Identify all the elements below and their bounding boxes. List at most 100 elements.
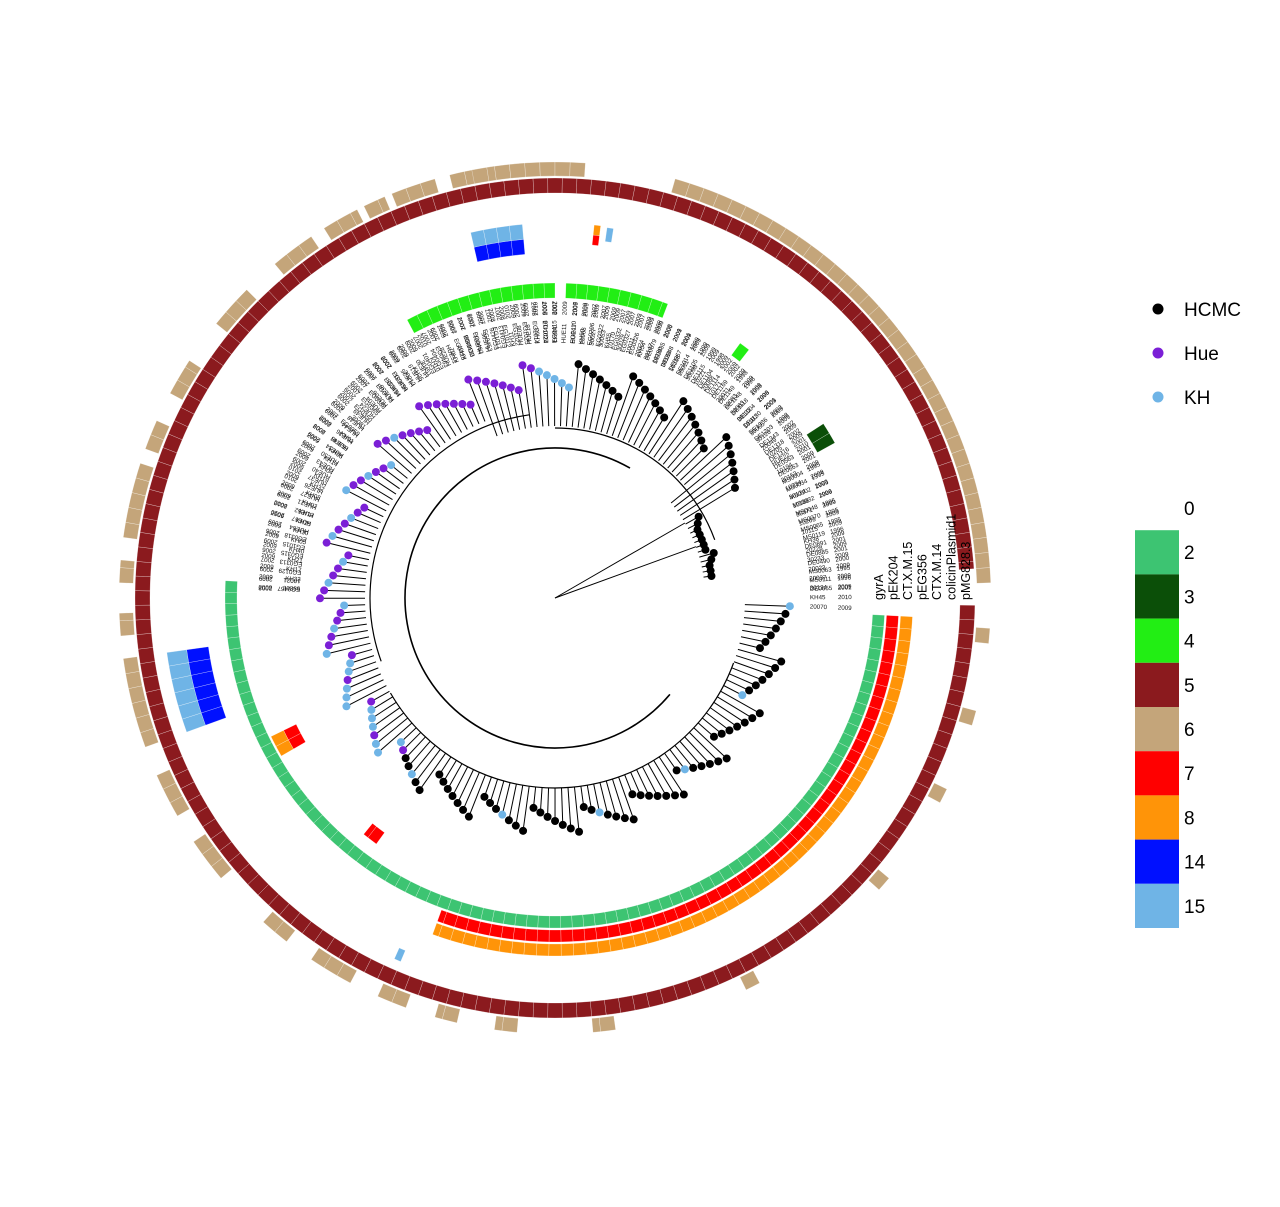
legend-swatch-15 <box>1135 883 1179 928</box>
track-ring-colicin <box>561 1002 578 1019</box>
tree-branch <box>344 523 377 536</box>
tree-branch <box>713 701 746 723</box>
tip-label: HUE17 <box>570 323 578 344</box>
tip-year: 2009 <box>603 305 612 320</box>
track-segment-gyra <box>543 282 556 299</box>
track-ring-colicin <box>958 561 975 570</box>
tip-point-hcmc <box>595 375 604 384</box>
tree-branch <box>522 365 532 428</box>
tip-point-hcmc <box>689 763 698 772</box>
legend-hue-label: Hue <box>1184 344 1219 365</box>
tree-branch <box>377 443 412 474</box>
track-labels: gyrA pEK204 CT.X.M.15 pEG356 CTX.M.14 colicin… <box>872 514 973 600</box>
tip-point-kh <box>342 684 351 693</box>
tip-year: 2009 <box>540 301 548 316</box>
track-ring-pek204 <box>871 614 885 627</box>
tip-year: 2009 <box>551 301 558 315</box>
tree-branch <box>743 617 781 622</box>
track-segment-pmg828 <box>554 161 571 177</box>
tip-point-hcmc <box>709 732 718 741</box>
tip-point-hcmc <box>660 413 669 422</box>
tip-label: 10170 <box>607 331 618 350</box>
track-ring-colicin <box>590 999 607 1017</box>
track-segment-pmg828 <box>350 209 364 226</box>
tree-branch <box>733 661 770 675</box>
tree-branch <box>436 403 457 437</box>
track-ring-colicin <box>134 604 151 621</box>
tree-branch <box>328 636 370 646</box>
track-segment-pmg828 <box>119 567 135 584</box>
tree-branch <box>328 582 366 586</box>
tree-branch <box>667 432 699 469</box>
track-ring-peg356 <box>548 943 562 957</box>
track-ring-peg356 <box>536 943 550 957</box>
tip-point-kh <box>342 702 351 711</box>
track-segment-pmg828 <box>927 782 948 803</box>
track-ring-pek204 <box>571 914 584 928</box>
legend-swatch-14 <box>1135 839 1179 884</box>
tree-branch <box>371 696 394 711</box>
tip-labels: DE0655 2001 MS0111 1996 MS0063 1995 DE0490 2000… <box>258 301 853 612</box>
tip-point-kh <box>564 383 573 392</box>
tip-year: 2008 <box>486 308 496 324</box>
tip-label: KH40 <box>288 546 305 556</box>
track-label: gyrA <box>872 574 886 600</box>
tip-point-hcmc <box>761 637 770 646</box>
tip-point-hcmc <box>589 370 598 379</box>
track-segment-gyra <box>532 283 545 299</box>
legend-kh-label: KH <box>1184 388 1210 409</box>
tree-branch <box>682 487 736 521</box>
tree-branch <box>684 736 711 765</box>
tree-branch <box>383 467 404 484</box>
tree-branch <box>389 662 735 789</box>
track-ring-colicin <box>959 604 976 621</box>
tree-branch <box>348 661 377 673</box>
tip-point-hcmc <box>480 792 489 801</box>
track-ring-colicin <box>618 995 636 1013</box>
tip-point-hue <box>473 376 482 385</box>
tip-point-kh <box>324 578 333 587</box>
track-ring-peg356 <box>620 934 636 950</box>
track-ring-peg356 <box>486 937 502 952</box>
track-segment-value8 <box>270 730 289 747</box>
tree-branch <box>476 380 498 437</box>
tip-point-hcmc <box>740 718 749 727</box>
tip-label: HUE08 <box>516 324 526 345</box>
tip-year: 2010 <box>503 304 512 319</box>
tip-label: HUE18 <box>525 323 534 344</box>
track-ring-pek204 <box>514 913 528 927</box>
tree-branch <box>489 778 499 804</box>
tree-branch <box>743 623 776 630</box>
tip-point-hcmc <box>776 617 785 626</box>
tip-point-hue <box>518 361 527 370</box>
tip-point-hcmc <box>755 644 764 653</box>
tip-point-kh <box>387 461 396 470</box>
tree-branch <box>419 752 446 791</box>
tip-year: 2009 <box>270 510 286 521</box>
tip-year: 2007 <box>636 313 647 329</box>
tip-point-hue <box>514 386 523 395</box>
tree-branch <box>360 479 393 500</box>
track-segment-pmg828 <box>311 947 332 968</box>
tip-year: 2009 <box>466 312 477 328</box>
tip-point-hcmc <box>726 450 735 459</box>
tip-year: 2009 <box>267 517 283 527</box>
tree-branch <box>662 424 696 465</box>
tip-label: 10011 <box>625 336 637 355</box>
tree-branch <box>709 707 738 728</box>
track-ring-ctxm15 <box>882 638 897 652</box>
tip-point-hcmc <box>730 483 739 492</box>
track-ring-pek204 <box>582 913 596 927</box>
track-label: CT.X.M.15 <box>901 542 915 600</box>
track-segment-value14 <box>498 240 514 258</box>
tip-label: MS0111 <box>809 576 832 585</box>
tip-point-hcmc <box>722 433 731 442</box>
legend-swatch-4 <box>1135 618 1179 663</box>
tip-label: KH38 <box>803 535 820 545</box>
track-ring-colicin <box>135 561 152 577</box>
legend-value-8: 8 <box>1184 808 1195 829</box>
track-segment-pmg828 <box>494 1015 504 1031</box>
tip-year: 2007 <box>542 301 549 316</box>
tip-point-hcmc <box>464 812 473 821</box>
legend-value-4: 4 <box>1184 632 1195 653</box>
